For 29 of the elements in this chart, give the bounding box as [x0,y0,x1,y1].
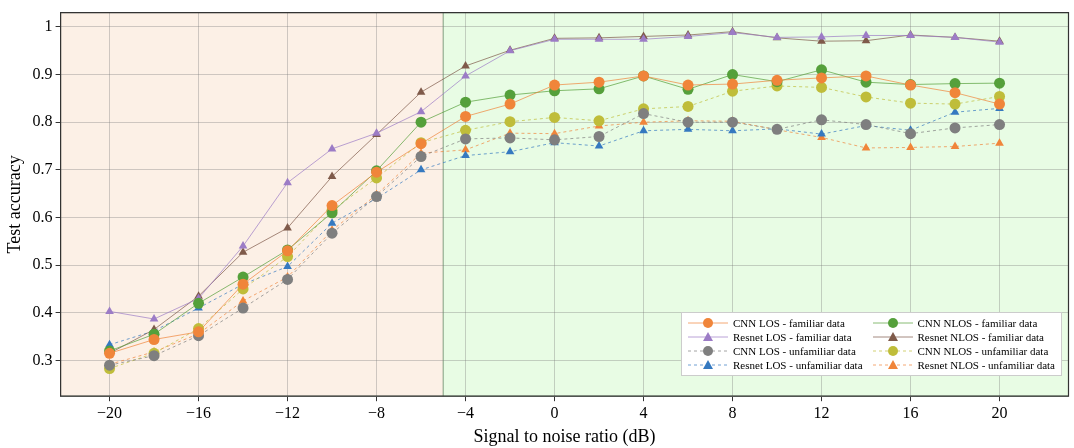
legend-label: CNN LOS - unfamiliar data [733,345,856,357]
y-tick-label: 0.5 [32,255,53,273]
y-tick-label: 0.3 [32,350,53,368]
x-tick-label: −4 [457,404,475,421]
x-tick-label: −12 [275,404,301,421]
y-tick-label: 0.6 [32,207,53,225]
x-tick-label: 4 [639,404,648,421]
legend-label: Resnet LOS - familiar data [733,331,852,343]
legend-label: Resnet NLOS - unfamiliar data [917,359,1055,371]
legend-label: CNN LOS - familiar data [733,317,845,329]
legend-label: CNN NLOS - familiar data [917,317,1038,329]
y-axis-title: Test accuracy [3,155,24,254]
x-axis-title: Signal to noise ratio (dB) [473,425,656,447]
y-tick-label: 0.8 [32,112,53,130]
y-tick-label: 0.7 [32,160,53,178]
y-tick-label: 1 [44,17,53,35]
x-tick-label: 20 [991,404,1008,421]
x-tick-label: 0 [550,404,559,421]
x-tick-label: −16 [186,404,212,421]
x-tick-label: 8 [728,404,737,421]
legend-label: Resnet LOS - unfamiliar data [733,359,863,371]
y-tick-label: 0.9 [32,64,53,82]
legend-label: CNN NLOS - unfamiliar data [917,345,1049,357]
x-tick-label: 16 [902,404,919,421]
y-tick-label: 0.4 [32,303,53,321]
x-tick-label: −8 [368,404,386,421]
legend-label: Resnet NLOS - familiar data [917,331,1044,343]
x-tick-label: 12 [813,404,830,421]
x-tick-label: −20 [97,404,123,421]
